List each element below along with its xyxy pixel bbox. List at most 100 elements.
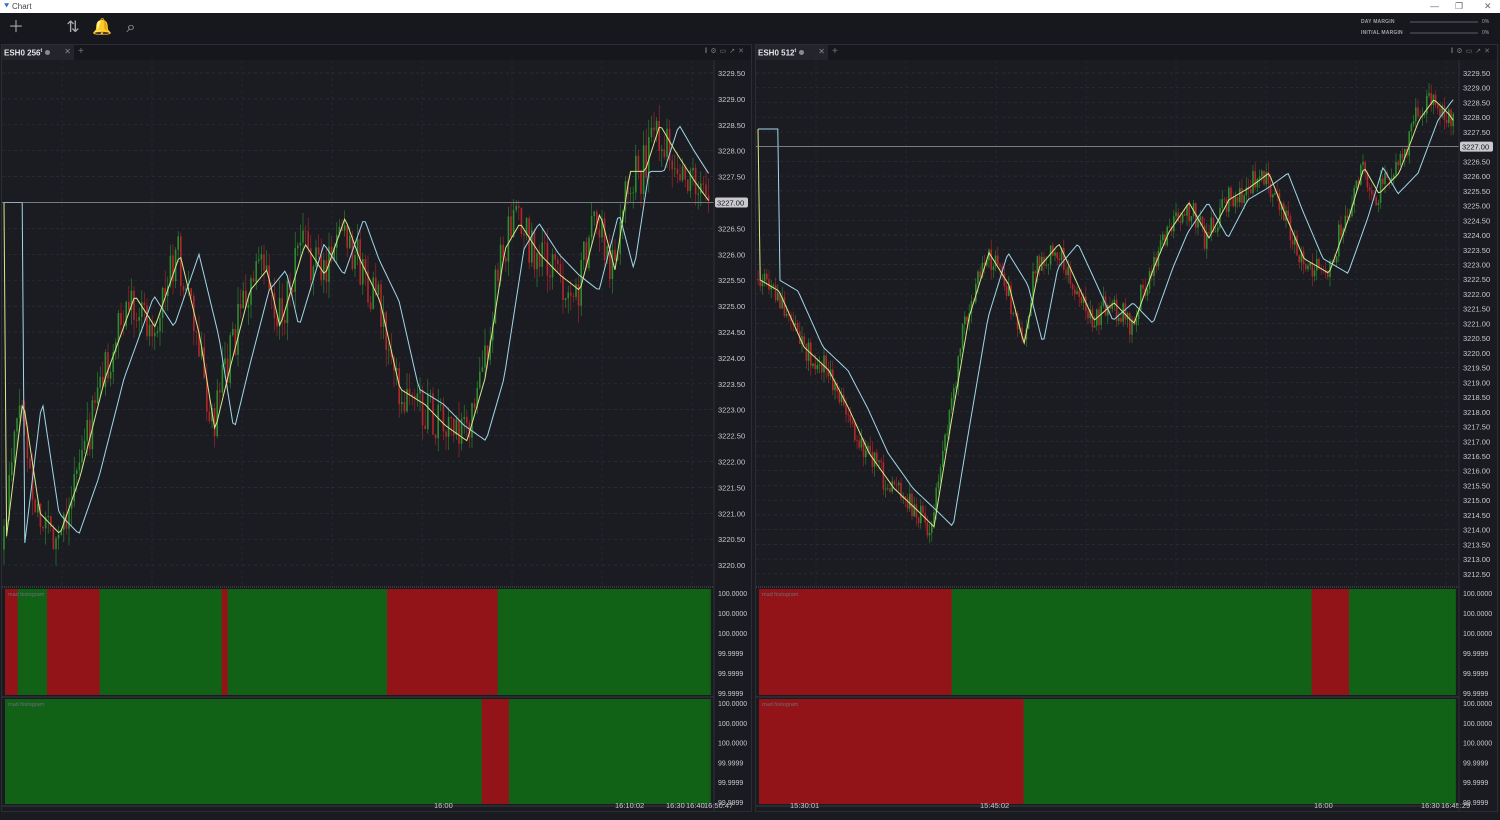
candle-body [766,273,768,280]
candle-body [926,522,929,536]
candle-body [915,504,918,518]
candle-body [505,258,507,262]
candle-body [151,324,153,337]
add-tab-icon[interactable]: + [832,46,838,57]
price-tick-label: 3218.50 [1463,393,1490,402]
candle-body [1353,187,1355,206]
candle-body [479,371,481,388]
price-tick-label: 3226.50 [718,224,745,233]
candle-body [770,285,772,290]
bell-icon[interactable]: 🔔 [92,19,112,36]
candle-body [538,253,541,267]
price-tick-label: 3228.50 [1463,98,1490,107]
candle-body [687,179,689,192]
candle-body [359,239,361,285]
candle-body [913,504,915,517]
candle-body [1056,252,1058,259]
candle-body [333,247,335,261]
candle-body [838,391,841,403]
candle-body [122,324,125,327]
candle-body [997,255,999,265]
candle-body [821,364,823,373]
candle-body [1179,221,1182,223]
candle-body [1181,214,1184,223]
plus-icon[interactable]: ＋ [7,19,24,36]
current-price-badge [1460,141,1493,152]
candle-body [29,458,31,469]
price-tick-label: 3221.50 [718,483,745,492]
indicator-name-label: mad histogram [762,592,799,598]
tab-esh0-256[interactable]: ESH0 256t ✕ [2,45,74,60]
price-tick-label: 3229.50 [718,69,745,78]
close-tab-icon[interactable]: ✕ [818,47,825,56]
candle-body [421,389,424,426]
price-tick-label: 3221.00 [1463,319,1490,328]
candle-body [1076,291,1078,295]
candle-body [679,174,681,181]
panel-controls[interactable]: ‖⚙▭↗✕ [1450,48,1493,55]
candle-body [1221,199,1223,208]
candle-body [247,304,250,308]
indicator-tick-label: 99.9999 [718,691,743,698]
close-tab-icon[interactable]: ✕ [64,47,71,56]
price-tick-label: 3228.00 [1463,113,1490,122]
candle-body [315,247,317,267]
candle-body [1423,113,1426,116]
candle-body [1137,310,1140,320]
search-icon[interactable]: ⌕ [126,19,136,36]
panel-controls[interactable]: ‖⚙▭↗✕ [704,48,747,55]
close-icon[interactable]: ✕ [1484,1,1492,11]
candle-body [221,364,224,393]
candle-body [1426,95,1428,114]
candle-body [658,120,660,151]
candle-body [959,348,962,357]
candle-body [369,302,372,310]
candle-body [143,302,146,306]
candle-body [42,527,44,529]
candle-body [1434,94,1437,105]
candle-body [624,181,627,211]
candle-body [507,216,510,262]
indicator-tick-label: 99.9999 [718,760,743,767]
candle-body [825,355,827,370]
price-tick-label: 3224.00 [1463,231,1490,240]
candle-body [661,149,663,151]
price-tick-label: 3224.00 [718,354,745,363]
candle-body [133,290,135,320]
candle-body [873,452,876,467]
add-tab-icon[interactable]: + [78,46,84,57]
candle-body [406,388,408,412]
swap-icon[interactable]: ⇅ [66,19,80,36]
candle-body [494,269,497,324]
candle-body [294,248,296,292]
candle-body [777,292,779,301]
candle-body [1250,189,1252,194]
chart-canvas-left[interactable]: 3229.50 3229.00 3228.50 3228.00 3227.50 3226.… [2,60,751,812]
restore-icon[interactable]: ❐ [1455,1,1464,11]
candle-body [577,284,580,306]
candle-body [512,209,515,237]
candle-body [1445,119,1448,123]
price-tick-label: 3226.50 [1463,157,1490,166]
candle-body [803,336,805,344]
candle-body [1129,312,1131,335]
candle-body [1175,212,1177,217]
candle-body [320,254,322,280]
indicator-tick-label: 100.0000 [1463,741,1492,748]
candle-body [291,290,294,292]
candle-body [935,487,937,513]
candle-body [922,505,924,513]
candle-body [11,462,13,476]
minimize-icon[interactable]: — [1430,1,1439,11]
chart-canvas-right[interactable]: 3229.50 3229.00 3228.50 3228.00 3227.50 3226.… [756,60,1497,812]
candle-body [427,393,429,430]
candle-body [510,216,512,237]
candle-body [154,333,156,337]
current-price-label: 3227.00 [717,199,744,208]
tab-esh0-512[interactable]: ESH0 512t ✕ [756,45,828,60]
candle-body [377,284,380,296]
candle-body [840,394,843,403]
candle-body [1239,188,1241,203]
candle-body [1393,175,1395,178]
candle-body [312,266,315,281]
